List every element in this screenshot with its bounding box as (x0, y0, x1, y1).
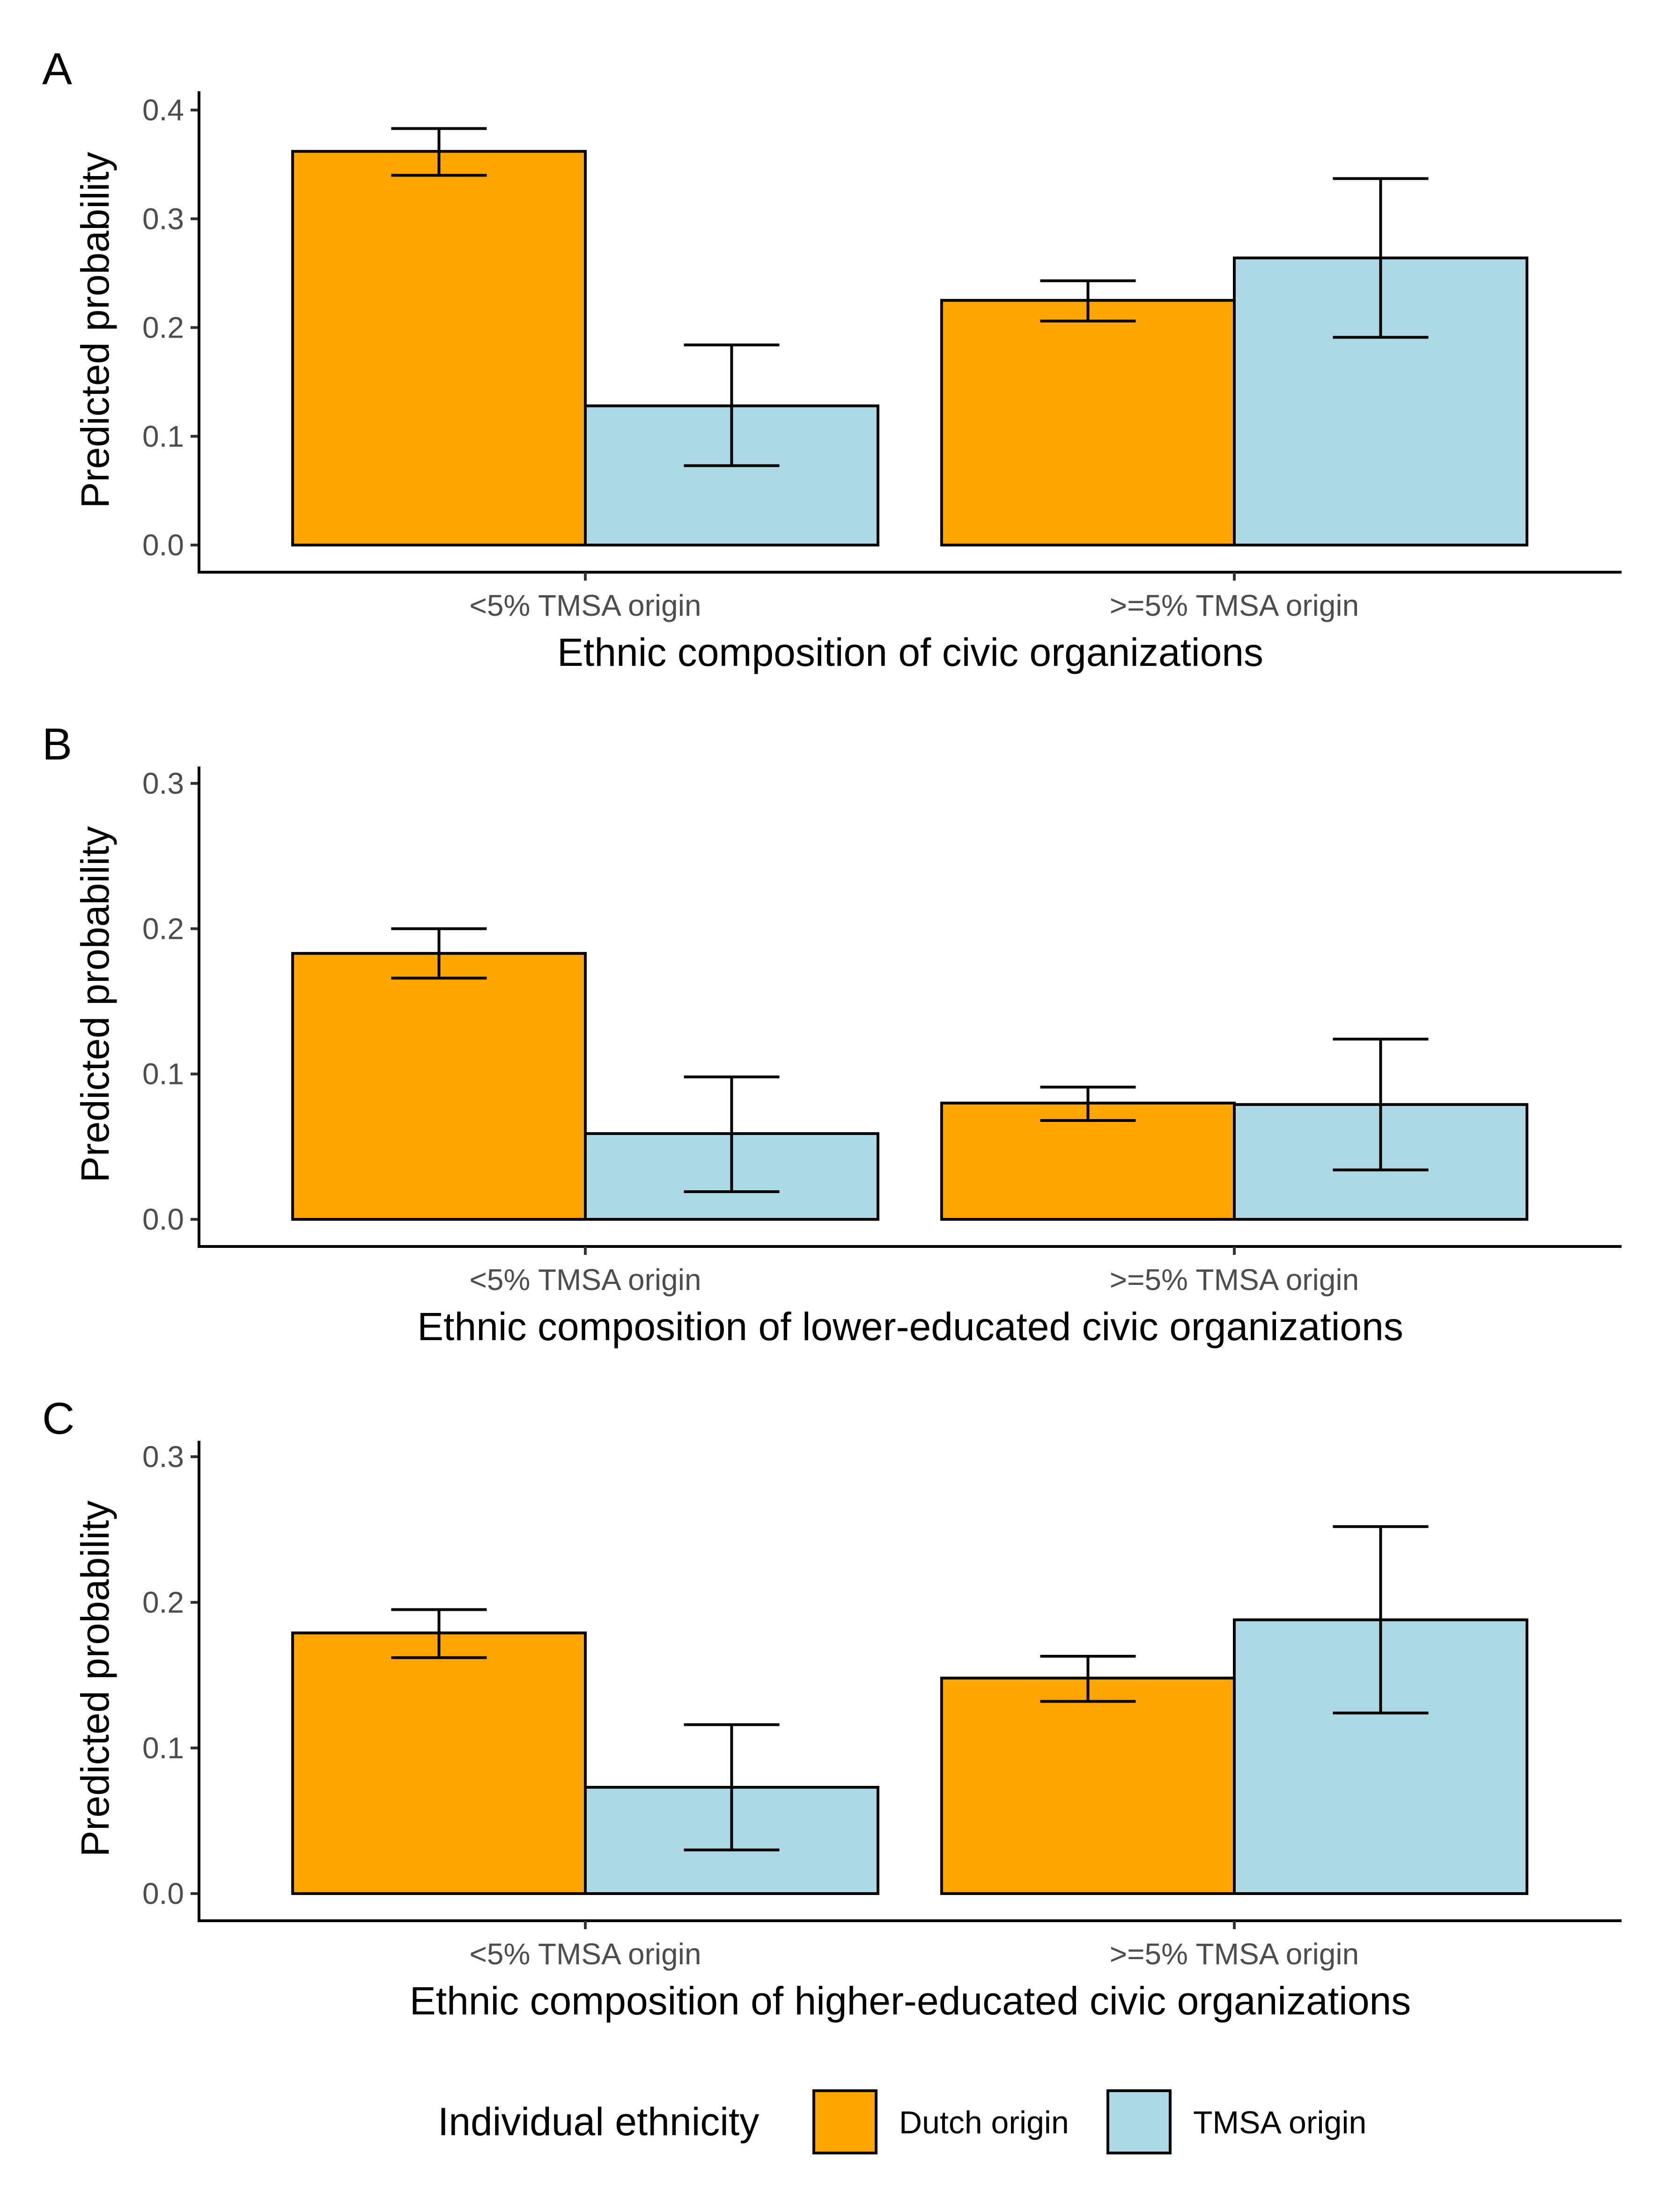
y-tick-label: 0.3 (142, 767, 184, 800)
x-tick-label: <5% TMSA origin (469, 1263, 701, 1297)
x-axis-title: Ethnic composition of lower-educated civ… (417, 1305, 1403, 1349)
panel-b: B Predicted probability 0.0 0.1 0.2 0.3 <5%… (42, 719, 1622, 1349)
bar-dutch (291, 952, 587, 1221)
bars (291, 150, 1528, 546)
error-bar (1040, 279, 1136, 323)
error-bar (1333, 177, 1429, 339)
legend-label-dutch: Dutch origin (899, 2105, 1069, 2140)
x-tick-label: >=5% TMSA origin (1110, 1263, 1359, 1297)
x-tick-label: >=5% TMSA origin (1110, 589, 1359, 622)
y-axis-ticks: 0.0 0.1 0.2 0.3 (142, 1440, 199, 1910)
y-tick-label: 0.4 (142, 93, 184, 127)
panel-c: C Predicted probability 0.0 0.1 0.2 0.3 <5%… (42, 1394, 1622, 2023)
y-tick-label: 0.1 (142, 420, 184, 453)
y-tick-label: 0.2 (142, 912, 184, 945)
error-bar (391, 1608, 487, 1659)
y-tick-label: 0.1 (142, 1057, 184, 1091)
bar-dutch (940, 299, 1236, 546)
panel-letter: B (42, 719, 72, 769)
error-bar (391, 927, 487, 980)
y-tick-label: 0.3 (142, 202, 184, 236)
x-tick-label: <5% TMSA origin (469, 589, 701, 622)
error-bar (684, 1723, 780, 1851)
error-bar (1333, 1038, 1429, 1172)
legend-label-tmsa: TMSA origin (1193, 2105, 1366, 2140)
error-bars (391, 1525, 1429, 1851)
bar-dutch (291, 1631, 587, 1895)
error-bar (1333, 1525, 1429, 1715)
bar-dutch (940, 1676, 1236, 1895)
panel-letter: A (42, 44, 72, 94)
legend: Individual ethnicity Dutch origin TMSA o… (438, 2089, 1366, 2154)
y-tick-label: 0.2 (142, 1585, 184, 1619)
error-bar (684, 1075, 780, 1194)
x-axis-title: Ethnic composition of civic organization… (557, 630, 1263, 674)
y-tick-label: 0.2 (142, 311, 184, 345)
bar-dutch (291, 150, 587, 546)
error-bars (391, 927, 1429, 1194)
y-axis-ticks: 0.0 0.1 0.2 0.3 (142, 767, 199, 1236)
x-tick-label: <5% TMSA origin (469, 1937, 701, 1971)
y-tick-label: 0.0 (142, 1877, 184, 1910)
panel-letter: C (42, 1394, 74, 1444)
x-axis-title: Ethnic composition of higher-educated ci… (410, 1979, 1411, 2023)
y-axis-title: Predicted probability (73, 826, 117, 1182)
bars (291, 952, 1528, 1221)
y-tick-label: 0.1 (142, 1731, 184, 1765)
bars (291, 1618, 1528, 1895)
error-bars (391, 127, 1429, 467)
legend-key-dutch (812, 2089, 877, 2154)
y-tick-label: 0.0 (142, 1202, 184, 1236)
y-axis-title: Predicted probability (73, 152, 117, 508)
y-axis-ticks: 0.0 0.1 0.2 0.3 0.4 (142, 93, 199, 562)
y-tick-label: 0.3 (142, 1440, 184, 1474)
panel-a: A Predicted probability 0.00.10.20.30.4 … (42, 44, 1622, 674)
x-tick-label: >=5% TMSA origin (1110, 1937, 1359, 1971)
error-bar (1040, 1655, 1136, 1703)
legend-key-tmsa (1106, 2089, 1172, 2154)
legend-title: Individual ethnicity (438, 2100, 759, 2144)
bar-dutch (940, 1101, 1236, 1221)
y-axis-title: Predicted probability (73, 1500, 117, 1857)
bar-tmsa (1233, 256, 1528, 546)
error-bar (684, 343, 780, 467)
error-bar (391, 127, 487, 177)
error-bar (1040, 1085, 1136, 1122)
y-tick-label: 0.0 (142, 528, 184, 562)
